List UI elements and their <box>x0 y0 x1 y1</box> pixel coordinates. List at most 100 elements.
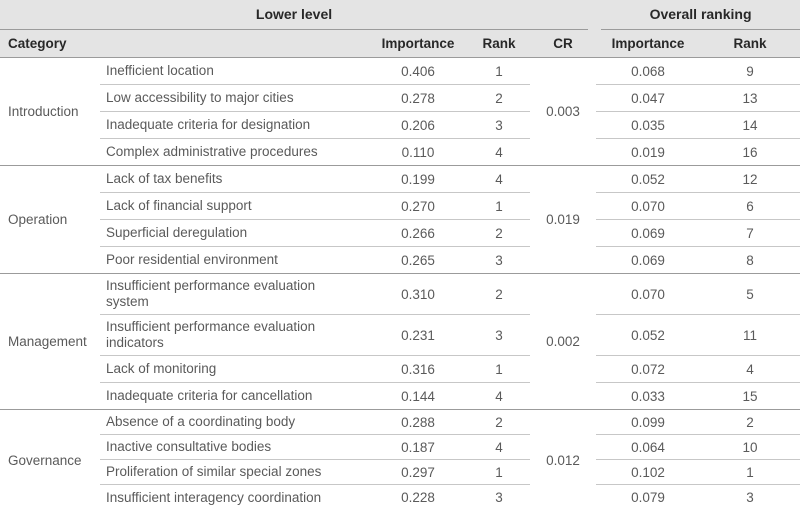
table-row: Poor residential environment 0.265 3 0.0… <box>0 247 800 274</box>
overall-rank-cell: 4 <box>700 356 800 383</box>
cr-column-header: CR <box>530 30 597 58</box>
importance-cell: 0.297 <box>368 460 468 485</box>
overall-rank-cell: 15 <box>700 383 800 410</box>
overall-rank-cell: 3 <box>746 490 754 505</box>
factor-cell: Inadequate criteria for designation <box>100 112 368 139</box>
overall-rank-cell: 2 <box>700 410 800 435</box>
importance-cell: 0.228 <box>401 490 435 505</box>
header-row-spanners: Lower level Overall ranking <box>0 0 800 30</box>
rank-cell: 1 <box>468 460 530 485</box>
overall-rank-cell: 8 <box>700 247 800 274</box>
lower-level-label: Lower level <box>0 0 589 30</box>
factor-cell: Lack of tax benefits <box>100 166 368 193</box>
overall-importance-cell: 0.069 <box>596 220 701 247</box>
rank-cell: 4 <box>468 166 530 193</box>
cr-cell: 0.003 <box>530 58 597 166</box>
factor-cell: Complex administrative procedures <box>100 139 368 166</box>
table-row: Low accessibility to major cities 0.278 … <box>0 85 800 112</box>
overall-rank-cell: 7 <box>700 220 800 247</box>
factor-cell: Inactive consultative bodies <box>100 435 368 460</box>
overall-importance-cell: 0.099 <box>596 410 701 435</box>
table-row: Proliferation of similar special zones 0… <box>0 460 800 485</box>
overall-rank-cell: 6 <box>700 193 800 220</box>
importance-cell: 0.206 <box>368 112 468 139</box>
importance-cell: 0.110 <box>368 139 468 166</box>
category-cell: Introduction <box>0 58 100 166</box>
cr-cell: 0.002 <box>530 274 597 410</box>
cr-cell: 0.019 <box>530 166 597 274</box>
rank-column-header: Rank <box>468 30 530 58</box>
overall-importance-cell: 0.052 <box>596 315 701 356</box>
table-row: Insufficient performance evaluation indi… <box>0 315 800 356</box>
factor-cell: Absence of a coordinating body <box>100 410 368 435</box>
rank-cell: 4 <box>468 139 530 166</box>
table-row: Complex administrative procedures 0.110 … <box>0 139 800 166</box>
importance-cell: 0.270 <box>368 193 468 220</box>
cr-cell: 0.012 <box>546 452 580 468</box>
table-row: Inactive consultative bodies 0.187 4 0.0… <box>0 435 800 460</box>
overall-importance-cell: 0.070 <box>596 274 701 315</box>
factor-cell: Inefficient location <box>100 58 368 85</box>
rank-cell: 1 <box>468 193 530 220</box>
factor-cell: Low accessibility to major cities <box>100 85 368 112</box>
table-row: Introduction Inefficient location 0.406 … <box>0 58 800 166</box>
overall-ranking-header: Overall ranking <box>596 0 800 30</box>
rank-cell: 3 <box>468 315 530 356</box>
table-row: Governance Absence of a coordinating bod… <box>0 410 800 468</box>
factor-cell: Proliferation of similar special zones <box>100 460 368 485</box>
table-row: Operation Lack of tax benefits 0.199 4 0… <box>0 166 800 274</box>
overall-importance-cell: 0.033 <box>596 383 701 410</box>
rank-cell: 2 <box>468 85 530 112</box>
importance-column-header: Importance <box>368 30 468 58</box>
category-cell: Operation <box>0 166 100 274</box>
overall-importance-cell: 0.064 <box>596 435 701 460</box>
table-row: Lack of monitoring 0.316 1 0.072 4 <box>0 356 800 383</box>
table-row: Inadequate criteria for designation 0.20… <box>0 112 800 139</box>
factor-cell: Inadequate criteria for cancellation <box>100 383 368 410</box>
category-cell: Management <box>0 274 100 410</box>
importance-cell: 0.278 <box>368 85 468 112</box>
overall-rank-cell: 9 <box>700 58 800 85</box>
table-row: Superficial deregulation 0.266 2 0.069 7 <box>0 220 800 247</box>
importance-cell: 0.266 <box>368 220 468 247</box>
rank-cell: 4 <box>468 435 530 460</box>
category-column-header: Category <box>0 30 368 58</box>
overall-rank-cell: 5 <box>700 274 800 315</box>
overall-importance-column-header: Importance <box>596 30 701 58</box>
category-cell: Governance <box>8 452 82 468</box>
overall-rank-column-header: Rank <box>700 30 800 58</box>
overall-rank-cell: 14 <box>700 112 800 139</box>
overall-rank-cell: 16 <box>700 139 800 166</box>
rank-cell: 3 <box>495 490 503 505</box>
overall-importance-cell: 0.102 <box>596 460 701 485</box>
importance-cell: 0.288 <box>368 410 468 435</box>
overall-rank-cell: 11 <box>700 315 800 356</box>
table-row: Management Insufficient performance eval… <box>0 274 800 410</box>
rank-cell: 3 <box>468 247 530 274</box>
rank-cell: 1 <box>468 58 530 85</box>
overall-rank-cell: 1 <box>700 460 800 485</box>
overall-rank-cell: 12 <box>700 166 800 193</box>
overall-ranking-label: Overall ranking <box>601 0 800 30</box>
importance-cell: 0.187 <box>368 435 468 460</box>
overall-importance-cell: 0.019 <box>596 139 701 166</box>
importance-cell: 0.406 <box>368 58 468 85</box>
overall-rank-cell: 10 <box>700 435 800 460</box>
rank-cell: 4 <box>468 383 530 410</box>
overall-importance-cell: 0.069 <box>596 247 701 274</box>
overall-importance-cell: 0.079 <box>631 490 665 505</box>
factor-cell: Superficial deregulation <box>100 220 368 247</box>
rank-cell: 3 <box>468 112 530 139</box>
rank-cell: 1 <box>468 356 530 383</box>
overall-importance-cell: 0.070 <box>596 193 701 220</box>
overall-rank-cell: 13 <box>700 85 800 112</box>
header-row-columns: Category Importance Rank CR Importance R… <box>0 30 800 58</box>
factor-cell: Lack of monitoring <box>100 356 368 383</box>
importance-cell: 0.310 <box>368 274 468 315</box>
factor-cell: Poor residential environment <box>100 247 368 274</box>
overall-importance-cell: 0.047 <box>596 85 701 112</box>
importance-cell: 0.231 <box>368 315 468 356</box>
rank-cell: 2 <box>468 274 530 315</box>
